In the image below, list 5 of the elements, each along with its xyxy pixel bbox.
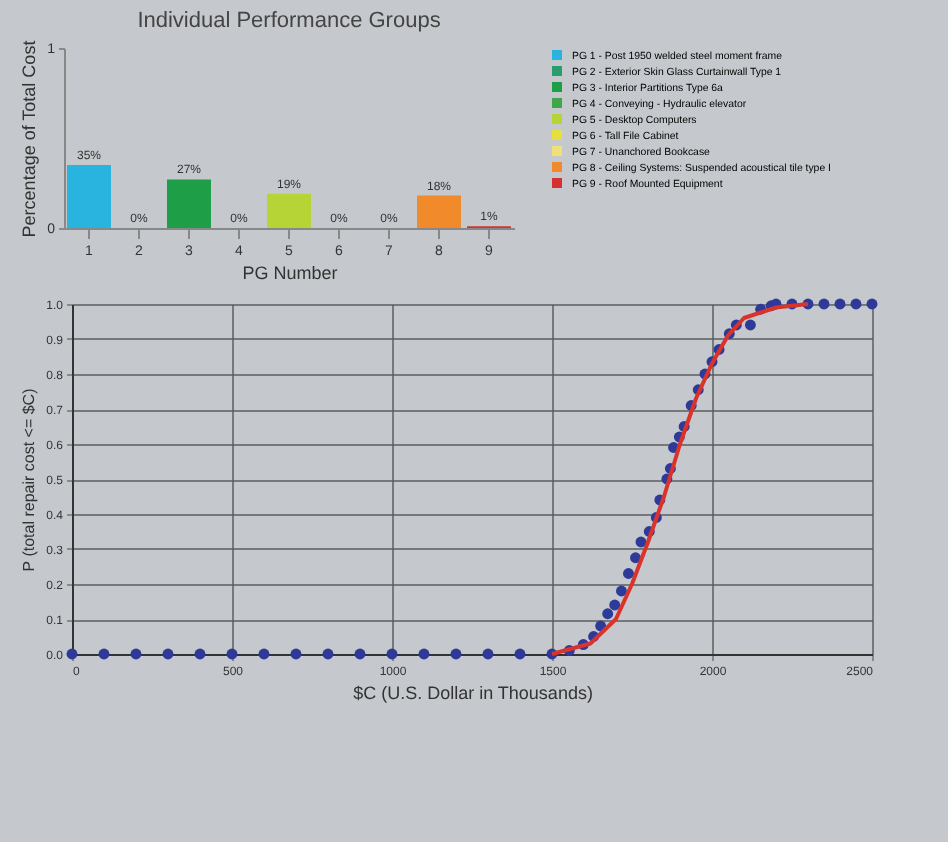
- x-axis-title: $C (U.S. Dollar in Thousands): [353, 683, 593, 703]
- y-axis-title: P (total repair cost <= $C): [20, 387, 39, 572]
- y-axis-title: Percentage of Total Cost: [19, 39, 40, 238]
- chart-title: Individual Performance Groups: [137, 9, 442, 34]
- x-axis-title: PG Number: [242, 263, 338, 283]
